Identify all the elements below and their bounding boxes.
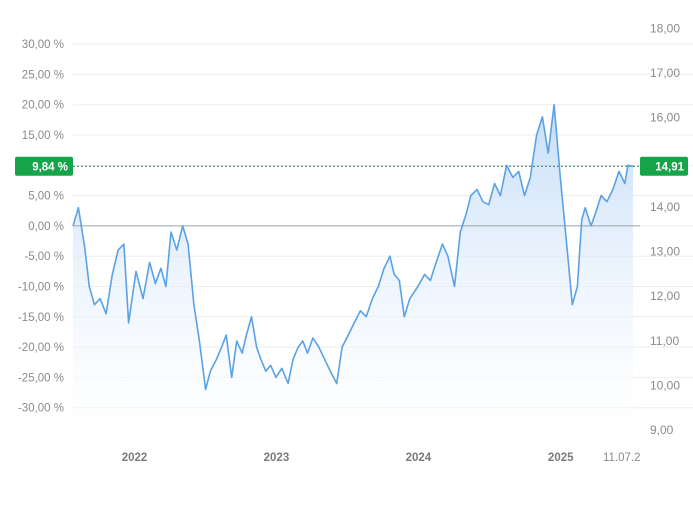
price-line xyxy=(72,103,634,391)
series-line xyxy=(72,103,634,391)
left-percent-axis: 30,00 %25,00 %20,00 %15,00 %10,00 %5,00 … xyxy=(18,39,64,415)
left-tick-label: -5,00 % xyxy=(24,251,64,263)
x-tick-label: 11.07.2 xyxy=(603,452,641,464)
left-tick-label: -20,00 % xyxy=(18,342,64,354)
left-tick-label: 5,00 % xyxy=(28,191,64,203)
x-tick-label: 2025 xyxy=(548,452,574,464)
x-tick-label: 2024 xyxy=(406,452,432,464)
left-tick-label: 20,00 % xyxy=(22,100,64,112)
right-tick-label: 16,00 xyxy=(650,111,680,125)
right-tick-label: 10,00 xyxy=(650,378,680,392)
x-tick-label: 2022 xyxy=(122,452,148,464)
current-value-badges: 9,84 % 14,91 xyxy=(15,156,688,176)
right-price-axis: 18,0017,0016,0015,0014,0013,0012,0011,00… xyxy=(650,21,680,437)
left-tick-label: -25,00 % xyxy=(18,372,64,384)
right-tick-label: 9,00 xyxy=(650,423,674,437)
left-tick-label: 25,00 % xyxy=(22,69,64,81)
percent-badge-label: 9,84 % xyxy=(32,161,68,173)
left-tick-label: -15,00 % xyxy=(18,312,64,324)
percent-badge xyxy=(15,156,73,176)
right-tick-label: 13,00 xyxy=(650,245,680,259)
area-fill xyxy=(73,104,633,438)
right-tick-label: 12,00 xyxy=(650,289,680,303)
left-tick-label: 0,00 % xyxy=(28,221,64,233)
right-tick-label: 11,00 xyxy=(650,334,679,348)
left-tick-label: -30,00 % xyxy=(18,403,64,415)
right-tick-label: 18,00 xyxy=(650,21,680,35)
x-tick-label: 2023 xyxy=(264,452,290,464)
right-tick-label: 17,00 xyxy=(650,66,680,80)
left-tick-label: 30,00 % xyxy=(22,39,64,51)
price-area xyxy=(73,104,633,438)
left-tick-label: -10,00 % xyxy=(18,282,64,294)
x-time-axis: 2022 2023 2024 2025 11.07.2 xyxy=(122,452,641,464)
price-badge-label: 14,91 xyxy=(655,161,684,173)
left-tick-label: 15,00 % xyxy=(22,130,64,142)
right-tick-label: 14,00 xyxy=(650,200,680,214)
price-badge xyxy=(640,156,688,176)
